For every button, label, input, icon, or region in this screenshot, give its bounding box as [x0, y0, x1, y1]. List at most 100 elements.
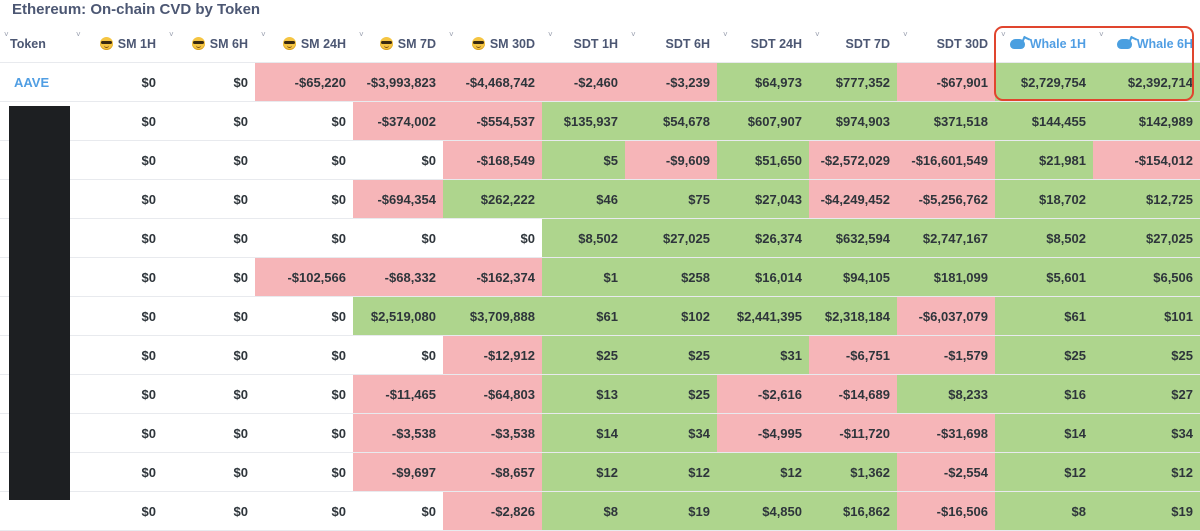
table-cell: -$14,689 [809, 375, 897, 413]
column-header-label: SM 7D [397, 36, 436, 51]
table-cell: $8 [995, 492, 1093, 530]
table-cell: -$4,249,452 [809, 180, 897, 218]
table-cell: $371,518 [897, 102, 995, 140]
sort-chevron-icon[interactable]: ˅ [359, 30, 364, 39]
table-cell: -$2,554 [897, 453, 995, 491]
column-header-sm-6h[interactable]: ˅ SM 6H [163, 25, 255, 62]
table-cell: $0 [233, 230, 248, 246]
table-cell: -$3,538 [353, 414, 443, 452]
table-cell: -$3,993,823 [353, 63, 443, 101]
table-cell: $8,502 [995, 219, 1093, 257]
table-cell: $0 [331, 230, 346, 246]
table-cell: $5 [542, 141, 625, 179]
sort-chevron-icon[interactable]: ˅ [169, 30, 174, 39]
table-cell: $25 [995, 336, 1093, 374]
column-header-sm-7d[interactable]: ˅ SM 7D [353, 25, 443, 62]
table-cell: $12 [717, 453, 809, 491]
column-header-sdt-24h[interactable]: ˅ SDT 24H [717, 25, 809, 62]
table-cell: $0 [331, 347, 346, 363]
table-cell: $0 [233, 191, 248, 207]
table-cell: $12 [995, 453, 1093, 491]
column-header-label: SDT 6H [665, 36, 710, 51]
table-cell: $0 [141, 269, 156, 285]
table-cell: $0 [141, 425, 156, 441]
column-header-label: SDT 30D [936, 36, 988, 51]
column-header-whale-6h[interactable]: ˅ Whale 6H [1093, 25, 1200, 62]
column-header-token[interactable]: ˅ Token [0, 25, 70, 62]
sort-chevron-icon[interactable]: ˅ [261, 30, 266, 39]
table-cell: $0 [233, 425, 248, 441]
column-header-sm-24h[interactable]: ˅ SM 24H [255, 25, 353, 62]
table-cell: $258 [625, 258, 717, 296]
table-cell: $0 [141, 74, 156, 90]
column-header-sdt-30d[interactable]: ˅ SDT 30D [897, 25, 995, 62]
table-cell: $1 [542, 258, 625, 296]
redacted-token-names [9, 106, 70, 500]
table-cell: $181,099 [897, 258, 995, 296]
table-row: $0 $0 $0 $0 -$12,912 $25 $25 $31 -$6,751 -$1,579 $… [0, 336, 1200, 375]
smart-money-face-icon [379, 37, 393, 50]
table-cell: $0 [141, 503, 156, 519]
table-cell: $34 [625, 414, 717, 452]
column-header-sdt-7d[interactable]: ˅ SDT 7D [809, 25, 897, 62]
table-cell: $25 [1093, 336, 1200, 374]
table-cell: $0 [141, 191, 156, 207]
table-cell: $0 [331, 152, 346, 168]
table-cell: $0 [141, 113, 156, 129]
sort-chevron-icon[interactable]: ˅ [815, 30, 820, 39]
table-cell: $0 [141, 308, 156, 324]
table-cell: $0 [141, 230, 156, 246]
table-cell: $101 [1093, 297, 1200, 335]
table-cell: $6,506 [1093, 258, 1200, 296]
table-cell: $8,502 [542, 219, 625, 257]
table-cell: $8,233 [897, 375, 995, 413]
table-cell: $61 [995, 297, 1093, 335]
table-cell: $0 [233, 269, 248, 285]
table-cell: $31 [717, 336, 809, 374]
table-cell: $2,318,184 [809, 297, 897, 335]
table-cell: $5,601 [995, 258, 1093, 296]
table-cell: $27 [1093, 375, 1200, 413]
sort-chevron-icon[interactable]: ˅ [1099, 30, 1104, 39]
sort-chevron-icon[interactable]: ˅ [723, 30, 728, 39]
sort-chevron-icon[interactable]: ˅ [903, 30, 908, 39]
column-header-sm-1h[interactable]: ˅ SM 1H [70, 25, 163, 62]
sort-chevron-icon[interactable]: ˅ [631, 30, 636, 39]
column-header-label: Token [10, 36, 46, 51]
table-cell: $16,862 [809, 492, 897, 530]
token-link[interactable]: AAVE [14, 74, 50, 90]
column-header-sdt-1h[interactable]: ˅ SDT 1H [542, 25, 625, 62]
table-cell: -$16,506 [897, 492, 995, 530]
table-row: $0 $0 -$102,566 -$68,332 -$162,374 $1 $258 $16,… [0, 258, 1200, 297]
table-cell: -$12,912 [443, 336, 542, 374]
table-cell: $12,725 [1093, 180, 1200, 218]
column-header-whale-1h[interactable]: ˅ Whale 1H [995, 25, 1093, 62]
table-cell: $0 [233, 503, 248, 519]
table-cell: $2,729,754 [995, 63, 1093, 101]
table-cell: $2,519,080 [353, 297, 443, 335]
column-header-sdt-6h[interactable]: ˅ SDT 6H [625, 25, 717, 62]
sort-chevron-icon[interactable]: ˅ [548, 30, 553, 39]
table-cell: $12 [542, 453, 625, 491]
table-cell: $12 [1093, 453, 1200, 491]
table-cell: $0 [331, 113, 346, 129]
table-cell: $0 [331, 503, 346, 519]
table-row: $0 $0 $0 -$9,697 -$8,657 $12 $12 $12 $1,362 -$2,5… [0, 453, 1200, 492]
sort-chevron-icon[interactable]: ˅ [4, 30, 9, 39]
sort-chevron-icon[interactable]: ˅ [76, 30, 81, 39]
column-header-label: SM 24H [300, 36, 346, 51]
whale-icon [1009, 38, 1025, 49]
table-cell: $13 [542, 375, 625, 413]
column-header-sm-30d[interactable]: ˅ SM 30D [443, 25, 542, 62]
table-cell: $144,455 [995, 102, 1093, 140]
table-cell: $974,903 [809, 102, 897, 140]
sort-chevron-icon[interactable]: ˅ [1001, 30, 1006, 39]
table-cell: $0 [141, 152, 156, 168]
table-cell: $0 [141, 347, 156, 363]
table-cell: $3,709,888 [443, 297, 542, 335]
table-row: $0 $0 $0 -$374,002 -$554,537 $135,937 $54,678 $… [0, 102, 1200, 141]
table-cell: $777,352 [809, 63, 897, 101]
sort-chevron-icon[interactable]: ˅ [449, 30, 454, 39]
table-cell: -$4,995 [717, 414, 809, 452]
table-cell: -$2,460 [542, 63, 625, 101]
